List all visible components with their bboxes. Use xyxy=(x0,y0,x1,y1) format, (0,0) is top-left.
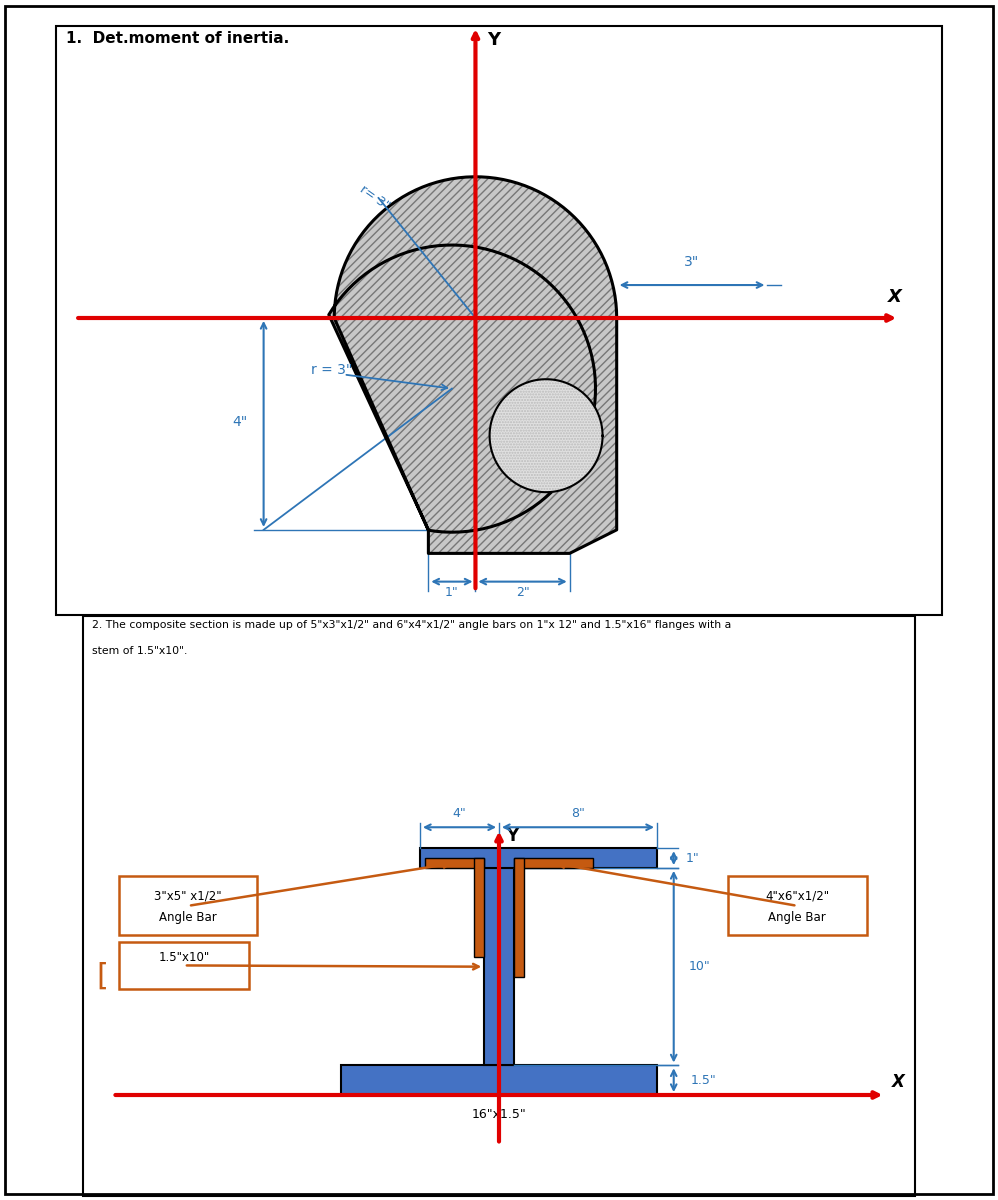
Text: 10": 10" xyxy=(689,960,711,973)
Text: r = 3": r = 3" xyxy=(310,364,352,378)
Bar xyxy=(514,858,593,868)
FancyBboxPatch shape xyxy=(119,942,250,989)
Text: 4"x6"x1/2": 4"x6"x1/2" xyxy=(765,889,829,902)
Text: Y: Y xyxy=(487,31,500,49)
Text: 4": 4" xyxy=(453,806,466,820)
Text: X: X xyxy=(887,288,901,306)
Text: 1.  Det.moment of inertia.: 1. Det.moment of inertia. xyxy=(66,31,289,46)
FancyBboxPatch shape xyxy=(728,876,866,935)
FancyBboxPatch shape xyxy=(119,876,257,935)
Text: 3": 3" xyxy=(685,254,700,269)
Text: r= 3": r= 3" xyxy=(357,182,392,212)
Text: Y: Y xyxy=(507,827,519,845)
Text: 1.5"x10": 1.5"x10" xyxy=(159,952,210,965)
Bar xyxy=(420,848,657,868)
Text: 1": 1" xyxy=(686,852,700,865)
Text: 1.5": 1.5" xyxy=(691,1074,717,1087)
Text: 1": 1" xyxy=(445,586,459,599)
Polygon shape xyxy=(328,176,617,553)
Bar xyxy=(514,858,524,977)
Text: 4": 4" xyxy=(233,414,248,428)
Text: 2. The composite section is made up of 5"x3"x1/2" and 6"x4"x1/2" angle bars on 1: 2. The composite section is made up of 5… xyxy=(92,620,731,630)
Text: stem of 1.5"x10".: stem of 1.5"x10". xyxy=(92,646,187,655)
Polygon shape xyxy=(490,379,603,492)
Text: Angle Bar: Angle Bar xyxy=(160,911,218,924)
Text: 2": 2" xyxy=(516,586,529,599)
Text: X: X xyxy=(891,1074,904,1092)
Bar xyxy=(341,1066,657,1094)
Text: 3"x5" x1/2": 3"x5" x1/2" xyxy=(155,889,222,902)
Bar xyxy=(474,858,484,956)
Text: [: [ xyxy=(97,962,109,991)
Bar xyxy=(425,858,484,868)
Text: Angle Bar: Angle Bar xyxy=(768,911,826,924)
Text: 16"x1.5": 16"x1.5" xyxy=(472,1108,526,1121)
Bar xyxy=(484,868,514,1066)
Text: 8": 8" xyxy=(571,806,585,820)
